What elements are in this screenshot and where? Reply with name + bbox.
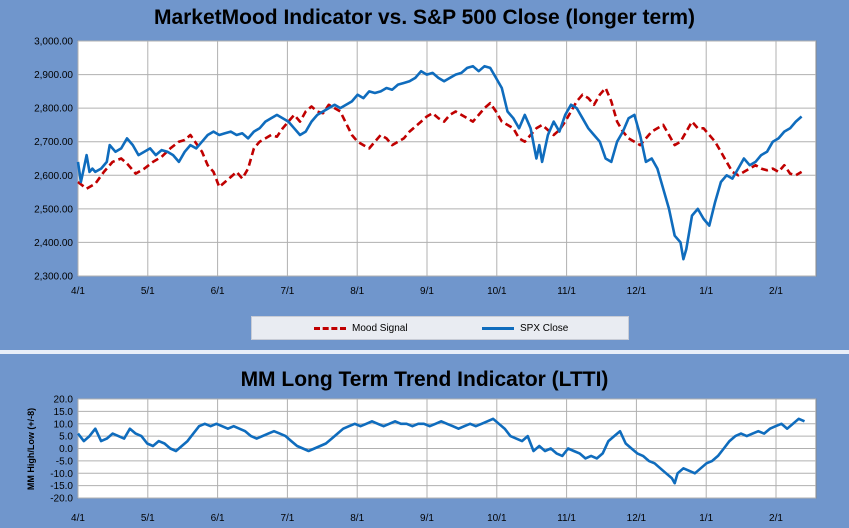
y-tick-label: 10.0 bbox=[54, 419, 74, 430]
y-tick-label: 15.0 bbox=[54, 407, 74, 418]
legend-swatch-spx-close bbox=[482, 326, 514, 330]
top-chart-panel: MarketMood Indicator vs. S&P 500 Close (… bbox=[34, 6, 817, 340]
ltti-y-axis-label: MM High/Low (+/-8) bbox=[26, 408, 36, 490]
y-tick-label: 5.0 bbox=[59, 432, 73, 443]
legend-label-mood-signal: Mood Signal bbox=[352, 322, 408, 334]
x-tick-label: 6/1 bbox=[211, 286, 225, 297]
x-tick-label: 4/1 bbox=[71, 513, 85, 524]
x-tick-label: 1/1 bbox=[699, 513, 713, 524]
x-tick-label: 12/1 bbox=[627, 513, 647, 524]
y-tick-label: 2,700.00 bbox=[34, 137, 73, 148]
x-tick-label: 11/1 bbox=[557, 513, 576, 524]
x-tick-label: 7/1 bbox=[280, 286, 294, 297]
y-tick-label: 0.0 bbox=[59, 444, 73, 455]
y-tick-label: 2,900.00 bbox=[34, 70, 73, 81]
series-line-ltti bbox=[76, 417, 806, 485]
x-tick-label: 4/1 bbox=[71, 286, 85, 297]
plot-area bbox=[77, 40, 817, 277]
legend-item-mood-signal: Mood Signal bbox=[314, 317, 408, 339]
top-chart-plot: 3,000.00 2,900.00 2,800.00 2,700.00 2,600.00… bbox=[34, 37, 817, 297]
y-tick-label: -10.0 bbox=[50, 469, 73, 480]
bottom-chart-panel: MM Long Term Trend Indicator (LTTI) 20.0… bbox=[0, 354, 849, 528]
x-tick-label: 8/1 bbox=[350, 286, 364, 297]
x-tick-label: 12/1 bbox=[627, 286, 647, 297]
y-tick-label: 2,300.00 bbox=[34, 272, 73, 283]
x-tick-label: 2/1 bbox=[769, 513, 783, 524]
x-tick-label: 9/1 bbox=[420, 286, 434, 297]
bottom-chart-plot: 20.015.010.0 5.00.0-5.0 -10.0-15.0 -20.0 4/1… bbox=[26, 395, 817, 524]
legend-label-spx-close: SPX Close bbox=[520, 322, 569, 334]
y-tick-label: 2,500.00 bbox=[34, 204, 73, 215]
y-tick-label: -20.0 bbox=[50, 494, 73, 505]
x-tick-label: 8/1 bbox=[350, 513, 364, 524]
y-tick-label: 3,000.00 bbox=[34, 37, 73, 48]
y-tick-label: 2,600.00 bbox=[34, 171, 73, 182]
x-tick-label: 5/1 bbox=[141, 286, 155, 297]
x-tick-label: 1/1 bbox=[699, 286, 713, 297]
x-tick-label: 9/1 bbox=[420, 513, 434, 524]
legend-swatch-mood-signal bbox=[314, 326, 346, 330]
legend-item-spx-close: SPX Close bbox=[482, 317, 568, 339]
series-line-mood-signal bbox=[77, 86, 803, 190]
x-tick-label: 2/1 bbox=[769, 286, 783, 297]
y-tick-label: -5.0 bbox=[56, 456, 74, 467]
x-tick-label: 6/1 bbox=[211, 513, 225, 524]
series-line-spx-close bbox=[76, 64, 803, 261]
x-tick-label: 7/1 bbox=[280, 513, 294, 524]
panel-separator bbox=[0, 350, 849, 354]
y-tick-label: 20.0 bbox=[54, 395, 74, 406]
x-tick-label: 5/1 bbox=[141, 513, 155, 524]
x-tick-label: 10/1 bbox=[487, 513, 507, 524]
x-tick-label: 10/1 bbox=[487, 286, 507, 297]
chart-title: MarketMood Indicator vs. S&P 500 Close (… bbox=[153, 6, 696, 29]
legend: Mood Signal SPX Close bbox=[251, 316, 629, 340]
y-tick-label: 2,800.00 bbox=[34, 104, 73, 115]
x-tick-label: 11/1 bbox=[557, 286, 576, 297]
y-tick-label: 2,400.00 bbox=[34, 238, 73, 249]
y-tick-label: -15.0 bbox=[50, 481, 73, 492]
ltti-chart-title: MM Long Term Trend Indicator (LTTI) bbox=[240, 368, 609, 391]
